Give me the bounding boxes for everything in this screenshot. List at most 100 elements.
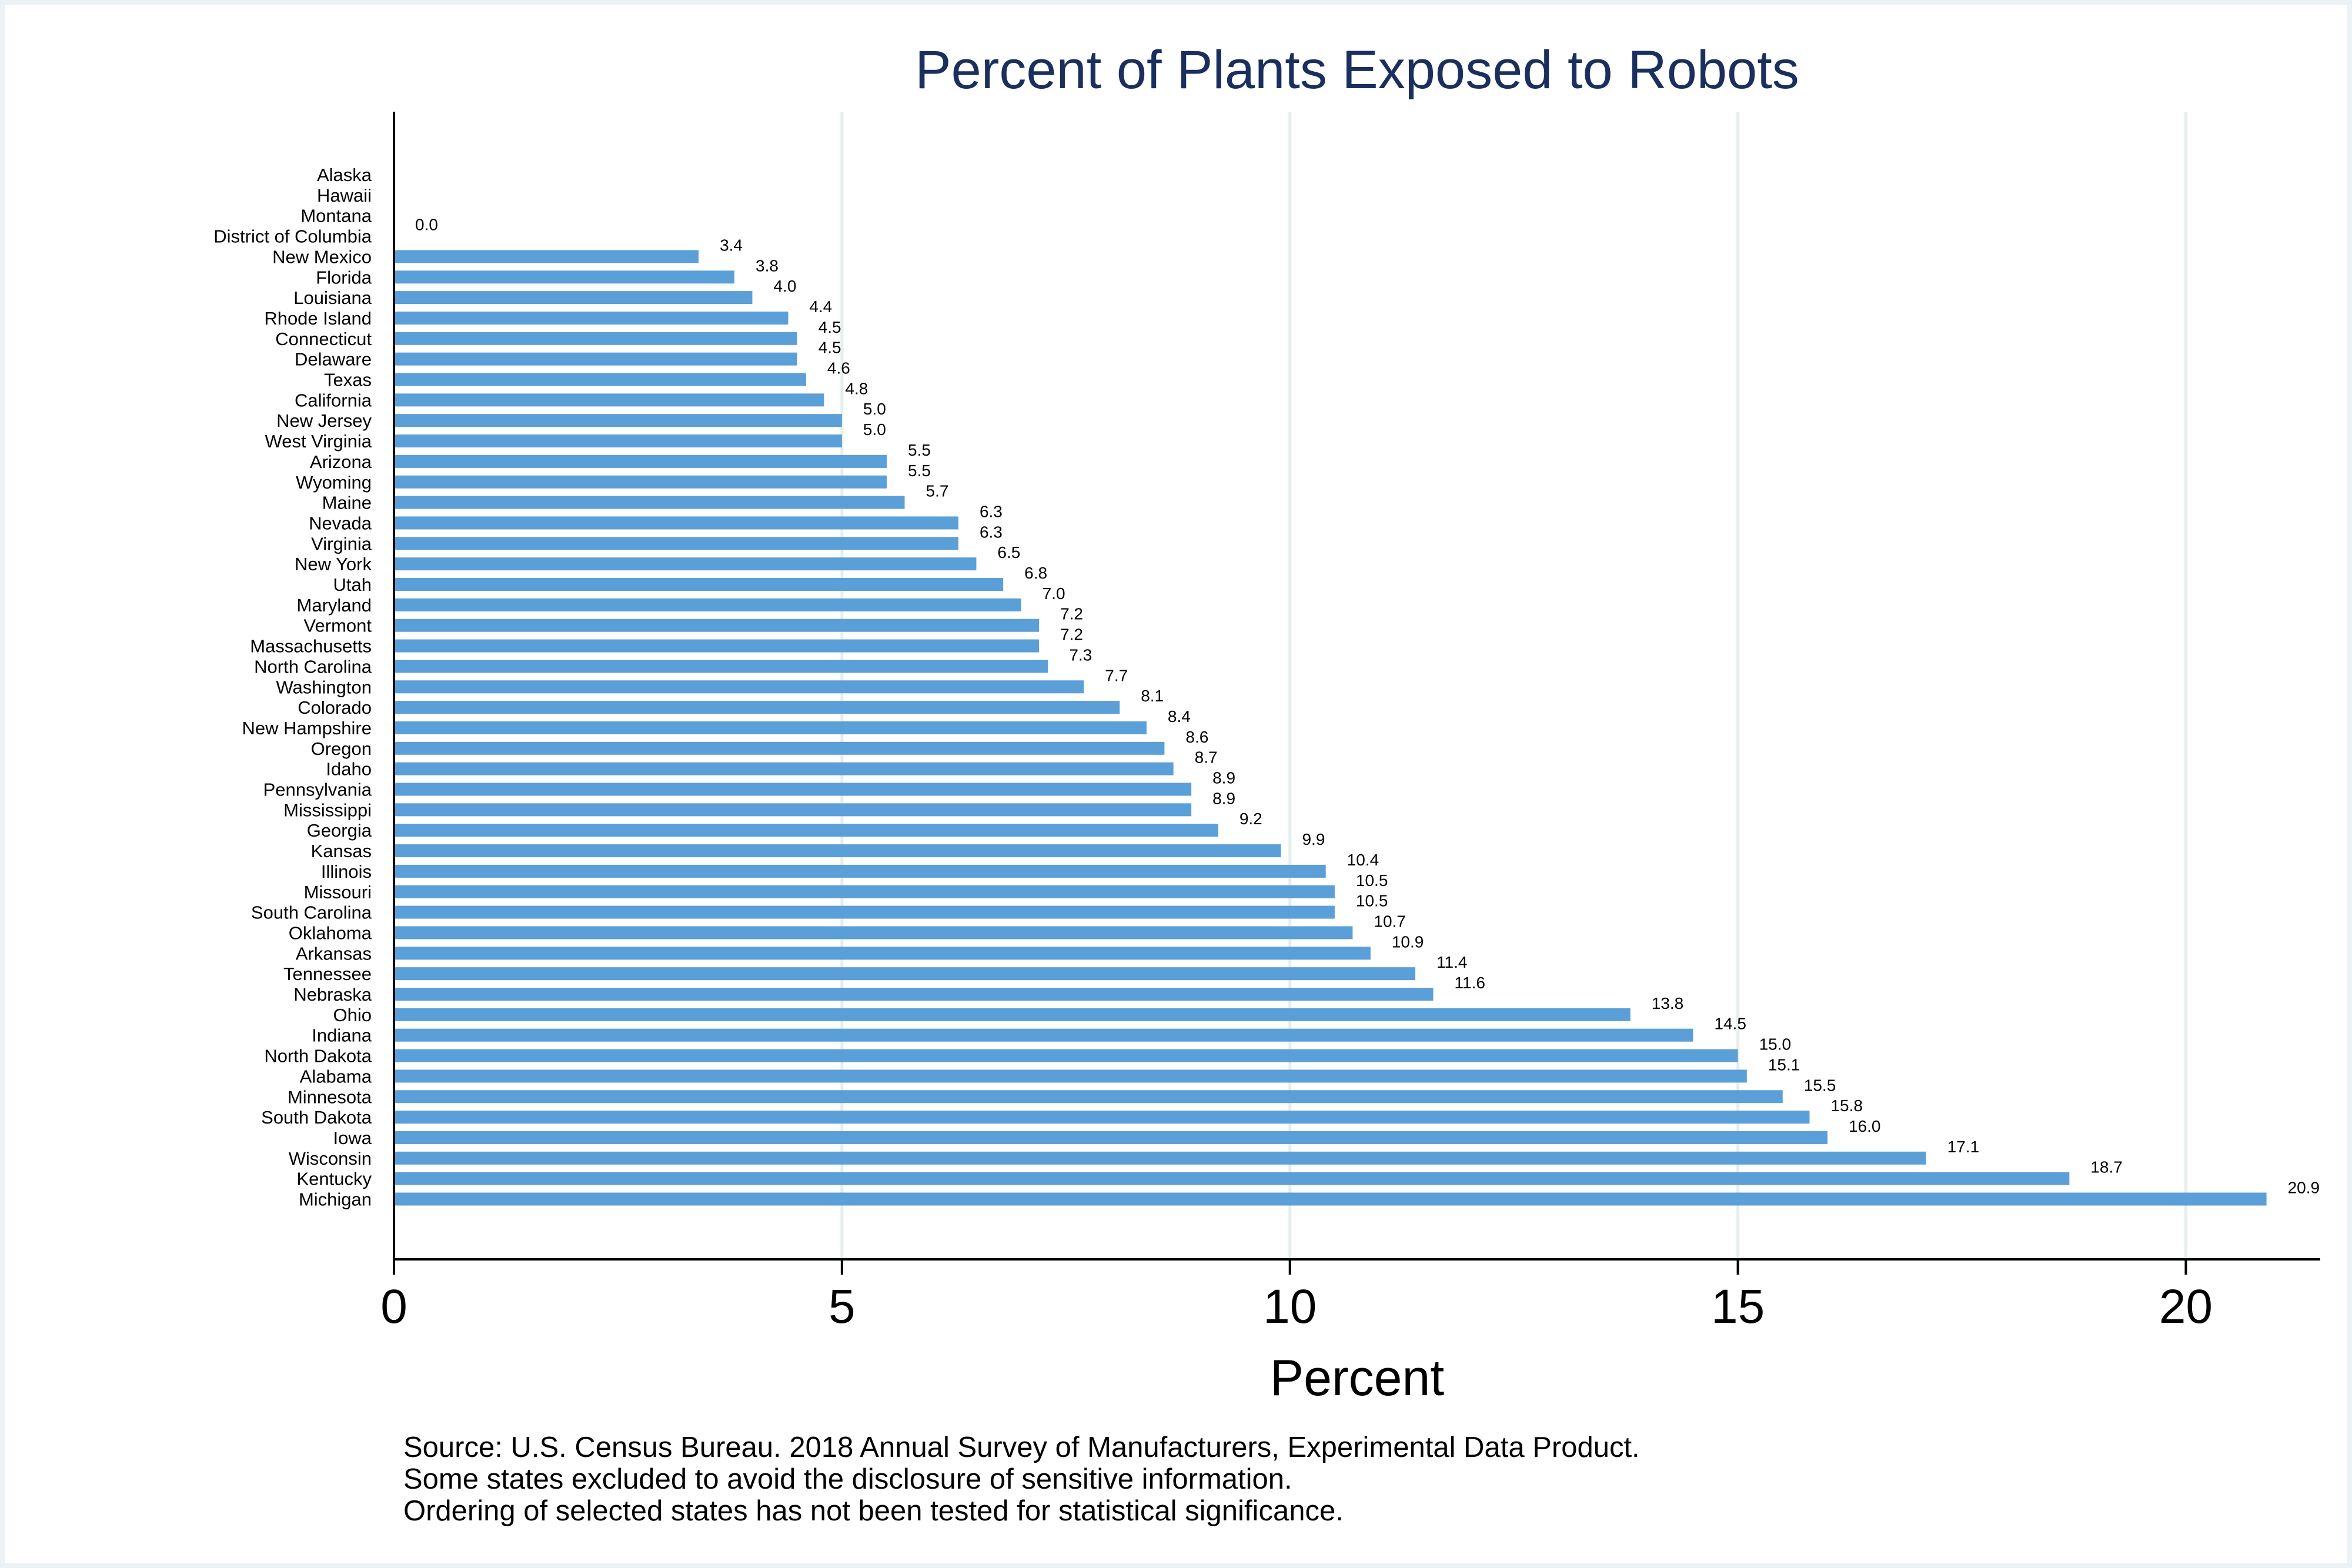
- value-label: 10.7: [1374, 912, 1406, 930]
- bar: [394, 741, 1165, 755]
- category-label: Minnesota: [288, 1086, 372, 1107]
- bar: [394, 496, 905, 509]
- category-label: Tennessee: [283, 964, 372, 984]
- x-axis-ticks: 0 5 10 15 20: [380, 1259, 2213, 1333]
- value-label: 11.4: [1436, 953, 1467, 971]
- category-label: Kentucky: [296, 1169, 372, 1189]
- value-label: 4.8: [845, 379, 868, 397]
- bar: [394, 1028, 1693, 1042]
- category-label: South Dakota: [261, 1107, 372, 1128]
- bar: [394, 967, 1416, 981]
- value-label: 5.0: [863, 400, 886, 418]
- value-label: 8.4: [1168, 707, 1191, 726]
- category-label: Delaware: [295, 349, 372, 370]
- bar: [394, 680, 1084, 694]
- value-label: 6.5: [997, 543, 1020, 561]
- chart-canvas: Alaska Hawaii Montana District of Columbia N…: [5, 5, 2347, 1563]
- bar: [394, 762, 1174, 775]
- category-label: Arkansas: [296, 943, 372, 964]
- value-label: 18.7: [2090, 1158, 2123, 1176]
- bar: [394, 1111, 1810, 1124]
- x-tick-label: 20: [2159, 1280, 2213, 1333]
- value-label: 4.5: [818, 318, 841, 336]
- bar: [394, 537, 958, 550]
- value-label: 14.5: [1714, 1015, 1746, 1033]
- category-label: New Hampshire: [242, 718, 372, 738]
- value-label: 15.1: [1768, 1055, 1800, 1074]
- bar: [394, 516, 958, 530]
- category-label: Indiana: [312, 1025, 372, 1046]
- category-label: Connecticut: [275, 329, 372, 349]
- source-note: Source: U.S. Census Bureau. 2018 Annual …: [403, 1432, 1640, 1463]
- value-label: 15.8: [1830, 1096, 1863, 1115]
- category-label: Louisiana: [293, 287, 372, 308]
- bar: [394, 270, 735, 284]
- category-label: Kansas: [311, 841, 372, 861]
- category-label: Arizona: [310, 452, 372, 472]
- category-label: South Carolina: [251, 902, 372, 923]
- category-label: Nebraska: [293, 984, 372, 1005]
- value-label: 15.5: [1804, 1076, 1836, 1094]
- bar: [394, 926, 1353, 940]
- category-label: Montana: [300, 206, 372, 226]
- bar: [394, 905, 1335, 919]
- category-label: Illinois: [321, 861, 372, 882]
- category-label: Maryland: [297, 595, 372, 616]
- category-label: Hawaii: [317, 185, 372, 206]
- value-label: 8.1: [1141, 687, 1164, 705]
- category-label: Michigan: [299, 1189, 372, 1210]
- value-label: 7.2: [1060, 626, 1083, 644]
- bar: [394, 660, 1048, 673]
- bar: [394, 783, 1192, 796]
- bar: [394, 373, 806, 386]
- bar: [394, 701, 1120, 714]
- category-label: Florida: [316, 267, 372, 287]
- value-label: 6.3: [980, 502, 1003, 520]
- value-label: 5.7: [926, 482, 949, 500]
- x-tick-label: 10: [1263, 1280, 1317, 1333]
- bar: [394, 475, 887, 489]
- value-label: 0.0: [415, 216, 438, 234]
- category-label: Nevada: [309, 513, 372, 533]
- bar: [394, 352, 797, 366]
- bar: [394, 1192, 2267, 1206]
- bar: [394, 803, 1192, 817]
- value-label: 6.3: [980, 523, 1003, 541]
- value-label: 15.0: [1759, 1035, 1792, 1054]
- value-label: 9.2: [1240, 810, 1262, 828]
- bar: [394, 1131, 1828, 1144]
- category-label: Iowa: [333, 1128, 372, 1148]
- value-label: 4.6: [827, 359, 850, 377]
- value-label: 4.4: [809, 297, 832, 316]
- bar: [394, 885, 1335, 898]
- value-label: 10.9: [1392, 932, 1424, 951]
- chart-title: Percent of Plants Exposed to Robots: [915, 40, 1799, 100]
- value-label: 16.0: [1849, 1117, 1881, 1135]
- bar: [394, 844, 1281, 858]
- bar: [394, 864, 1326, 878]
- bar: [394, 598, 1021, 611]
- value-label: 6.8: [1024, 564, 1047, 582]
- value-label: 7.0: [1043, 584, 1065, 603]
- value-labels: 0.0 3.4 3.8 4.0 4.4 4.5 4.5 4.6 4.8 5.0 5.0 5.5 5.5 5…: [415, 216, 2320, 1197]
- category-label: North Carolina: [254, 656, 372, 677]
- value-label: 7.2: [1060, 605, 1083, 623]
- category-label: Alaska: [317, 165, 372, 185]
- bar: [394, 434, 842, 448]
- category-label: Oregon: [311, 738, 372, 759]
- value-label: 10.5: [1356, 892, 1388, 910]
- x-tick-label: 5: [828, 1280, 856, 1333]
- category-label: Alabama: [300, 1066, 372, 1086]
- bar: [394, 1069, 1747, 1083]
- value-label: 10.4: [1347, 851, 1379, 869]
- bar: [394, 291, 753, 305]
- category-label: Wisconsin: [289, 1148, 372, 1169]
- category-label: District of Columbia: [213, 226, 372, 247]
- bar: [394, 311, 789, 325]
- category-label: Washington: [276, 677, 372, 697]
- bar: [394, 1151, 1926, 1165]
- value-label: 10.5: [1356, 871, 1388, 890]
- bar: [394, 578, 1004, 591]
